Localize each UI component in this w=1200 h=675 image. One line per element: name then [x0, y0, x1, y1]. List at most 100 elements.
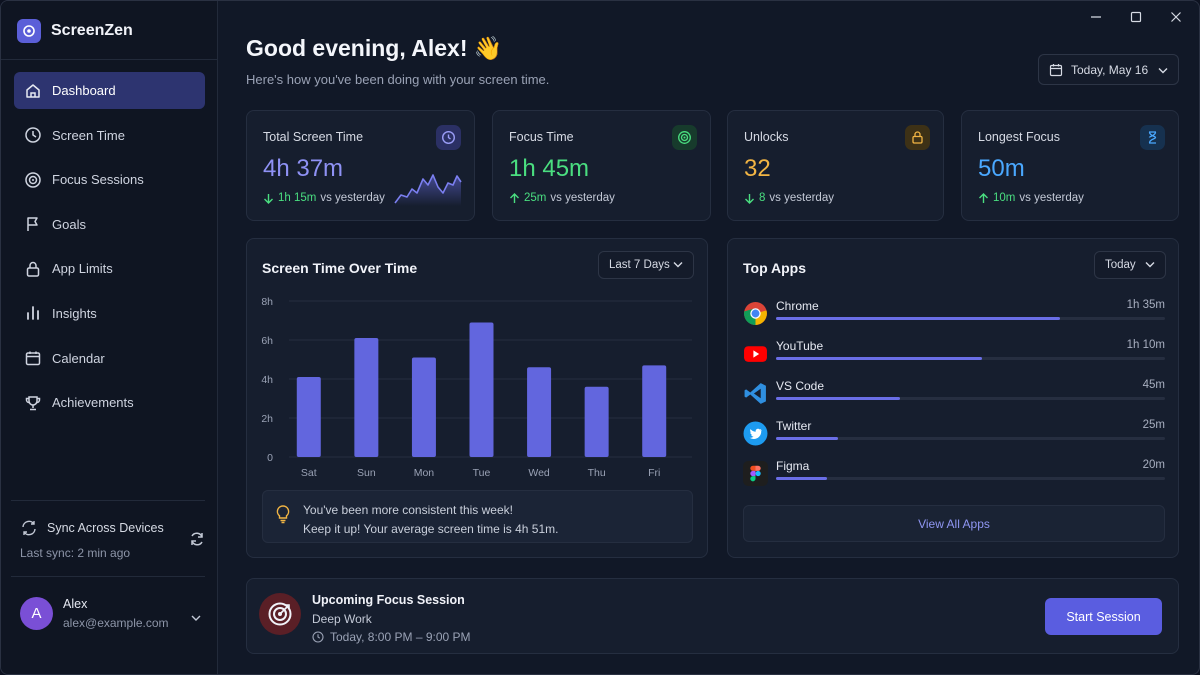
app-time: 45m	[1142, 379, 1165, 391]
app-usage-fill	[776, 357, 983, 360]
chart-bar	[411, 357, 436, 457]
app-logo-icon	[17, 19, 41, 43]
sidebar-item-app-limits[interactable]: App Limits	[14, 250, 205, 287]
sidebar-item-focus-sessions[interactable]: Focus Sessions	[14, 161, 205, 198]
chrome-icon	[743, 301, 768, 326]
bar-chart-icon	[27, 306, 39, 321]
target-icon	[25, 171, 41, 188]
date-label: Today, May 16	[1071, 62, 1149, 77]
sidebar-item-achievements[interactable]: Achievements	[14, 384, 205, 421]
target-icon	[672, 125, 697, 150]
chart-bar	[354, 338, 379, 457]
range-dropdown[interactable]: Last 7 Days	[598, 251, 694, 279]
chart-title: Screen Time Over Time	[262, 260, 418, 276]
sidebar-item-dashboard[interactable]: Dashboard	[14, 72, 205, 109]
lock-icon	[905, 125, 930, 150]
stat-delta-suffix: vs yesterday	[1019, 192, 1084, 204]
divider	[11, 500, 205, 501]
app-usage-fill	[776, 397, 901, 400]
stat-value: 50m	[978, 155, 1025, 182]
sidebar-item-label: Focus Sessions	[52, 172, 144, 188]
sidebar-item-label: Screen Time	[52, 127, 125, 143]
stat-delta-suffix: vs yesterday	[769, 192, 834, 204]
stat-label: Focus Time	[509, 130, 574, 144]
app-name: YouTube	[776, 339, 824, 353]
sidebar-item-calendar[interactable]: Calendar	[14, 340, 205, 377]
date-picker-button[interactable]: Today, May 16	[1038, 54, 1179, 85]
stat-delta: 1h 15m vs yesterday	[263, 192, 385, 204]
stat-card-unlocks: Unlocks 32 8 vs yesterday	[727, 110, 944, 221]
upcoming-session-name: Deep Work	[312, 612, 372, 626]
app-row-chrome[interactable]: Chrome 1h 35m	[743, 299, 1165, 327]
lightbulb-icon	[274, 504, 292, 529]
youtube-icon	[743, 341, 768, 366]
last-sync-text: Last sync: 2 min ago	[20, 546, 131, 560]
sync-title-label: Sync Across Devices	[47, 521, 164, 535]
sparkline-chart	[394, 174, 462, 206]
sidebar-item-insights[interactable]: Insights	[14, 295, 205, 332]
user-email: alex@example.com	[63, 616, 169, 630]
vscode-icon	[743, 381, 768, 406]
chart-bar	[642, 365, 667, 457]
sidebar-item-label: Achievements	[52, 395, 134, 411]
app-usage-bar	[776, 437, 1165, 440]
chart-bar	[584, 386, 609, 457]
divider	[11, 576, 205, 577]
refresh-icon[interactable]	[189, 531, 205, 552]
screen-time-chart-panel: Screen Time Over Time Last 7 Days 8h 6h 4h…	[246, 238, 708, 558]
app-row-vscode[interactable]: VS Code 45m	[743, 379, 1165, 407]
chevron-down-icon	[1158, 63, 1168, 77]
tip-line-1: You've been more consistent this week!	[303, 503, 513, 517]
stat-label: Total Screen Time	[263, 130, 364, 144]
app-usage-bar	[776, 397, 1165, 400]
close-icon[interactable]	[1167, 9, 1185, 25]
x-tick-label: Sun	[357, 467, 376, 479]
maximize-icon[interactable]	[1127, 9, 1145, 25]
arrow-down-icon	[745, 193, 754, 204]
arrow-up-icon	[510, 192, 519, 203]
sidebar-item-screen-time[interactable]: Screen Time	[14, 117, 205, 154]
sync-title: Sync Across Devices	[20, 519, 205, 537]
app-name: Figma	[776, 459, 810, 473]
user-menu[interactable]: A Alex alex@example.com	[20, 597, 205, 630]
stat-delta: 8 vs yesterday	[744, 192, 834, 204]
flag-icon	[27, 217, 38, 232]
chevron-down-icon	[191, 609, 201, 627]
app-row-figma[interactable]: Figma 20m	[743, 459, 1165, 487]
stat-card-longest-focus: Longest Focus 50m 10m vs yesterday	[961, 110, 1179, 221]
stat-label: Unlocks	[744, 130, 789, 144]
app-time: 1h 10m	[1126, 339, 1165, 351]
clock-icon	[436, 125, 461, 150]
view-all-apps-button[interactable]: View All Apps	[743, 505, 1165, 542]
stat-delta-suffix: vs yesterday	[320, 192, 385, 204]
page-title: Good evening, Alex! 👋	[246, 35, 503, 61]
y-tick-label: 0	[267, 452, 273, 464]
app-usage-fill	[776, 477, 827, 480]
sync-devices-icon	[22, 520, 36, 536]
app-usage-bar	[776, 317, 1165, 320]
minimize-icon[interactable]	[1087, 9, 1105, 25]
x-tick-label: Wed	[528, 467, 550, 479]
sidebar-item-label: Calendar	[52, 350, 105, 366]
stat-delta-value: 8	[759, 192, 766, 204]
chart-bar	[527, 367, 552, 457]
app-usage-bar	[776, 477, 1165, 480]
chevron-down-icon	[1145, 259, 1155, 271]
start-session-button[interactable]: Start Session	[1045, 598, 1162, 635]
stat-delta-value: 1h 15m	[278, 192, 317, 204]
app-row-youtube[interactable]: YouTube 1h 10m	[743, 339, 1165, 367]
y-tick-label: 4h	[261, 374, 273, 386]
chevron-down-icon	[673, 259, 683, 271]
upcoming-session-card: Upcoming Focus Session Deep Work Today, …	[246, 578, 1179, 654]
x-tick-label: Fri	[648, 467, 660, 479]
stat-value: 1h 45m	[509, 155, 590, 182]
avatar: A	[20, 597, 53, 630]
calendar-icon	[1049, 63, 1063, 76]
apps-range-dropdown[interactable]: Today	[1094, 251, 1166, 279]
arrow-down-icon	[264, 193, 273, 204]
x-tick-label: Sat	[301, 467, 317, 479]
range-dropdown-label: Last 7 Days	[609, 259, 670, 271]
sidebar-item-goals[interactable]: Goals	[14, 206, 205, 243]
app-row-twitter[interactable]: Twitter 25m	[743, 419, 1165, 447]
app-name: VS Code	[776, 379, 825, 393]
